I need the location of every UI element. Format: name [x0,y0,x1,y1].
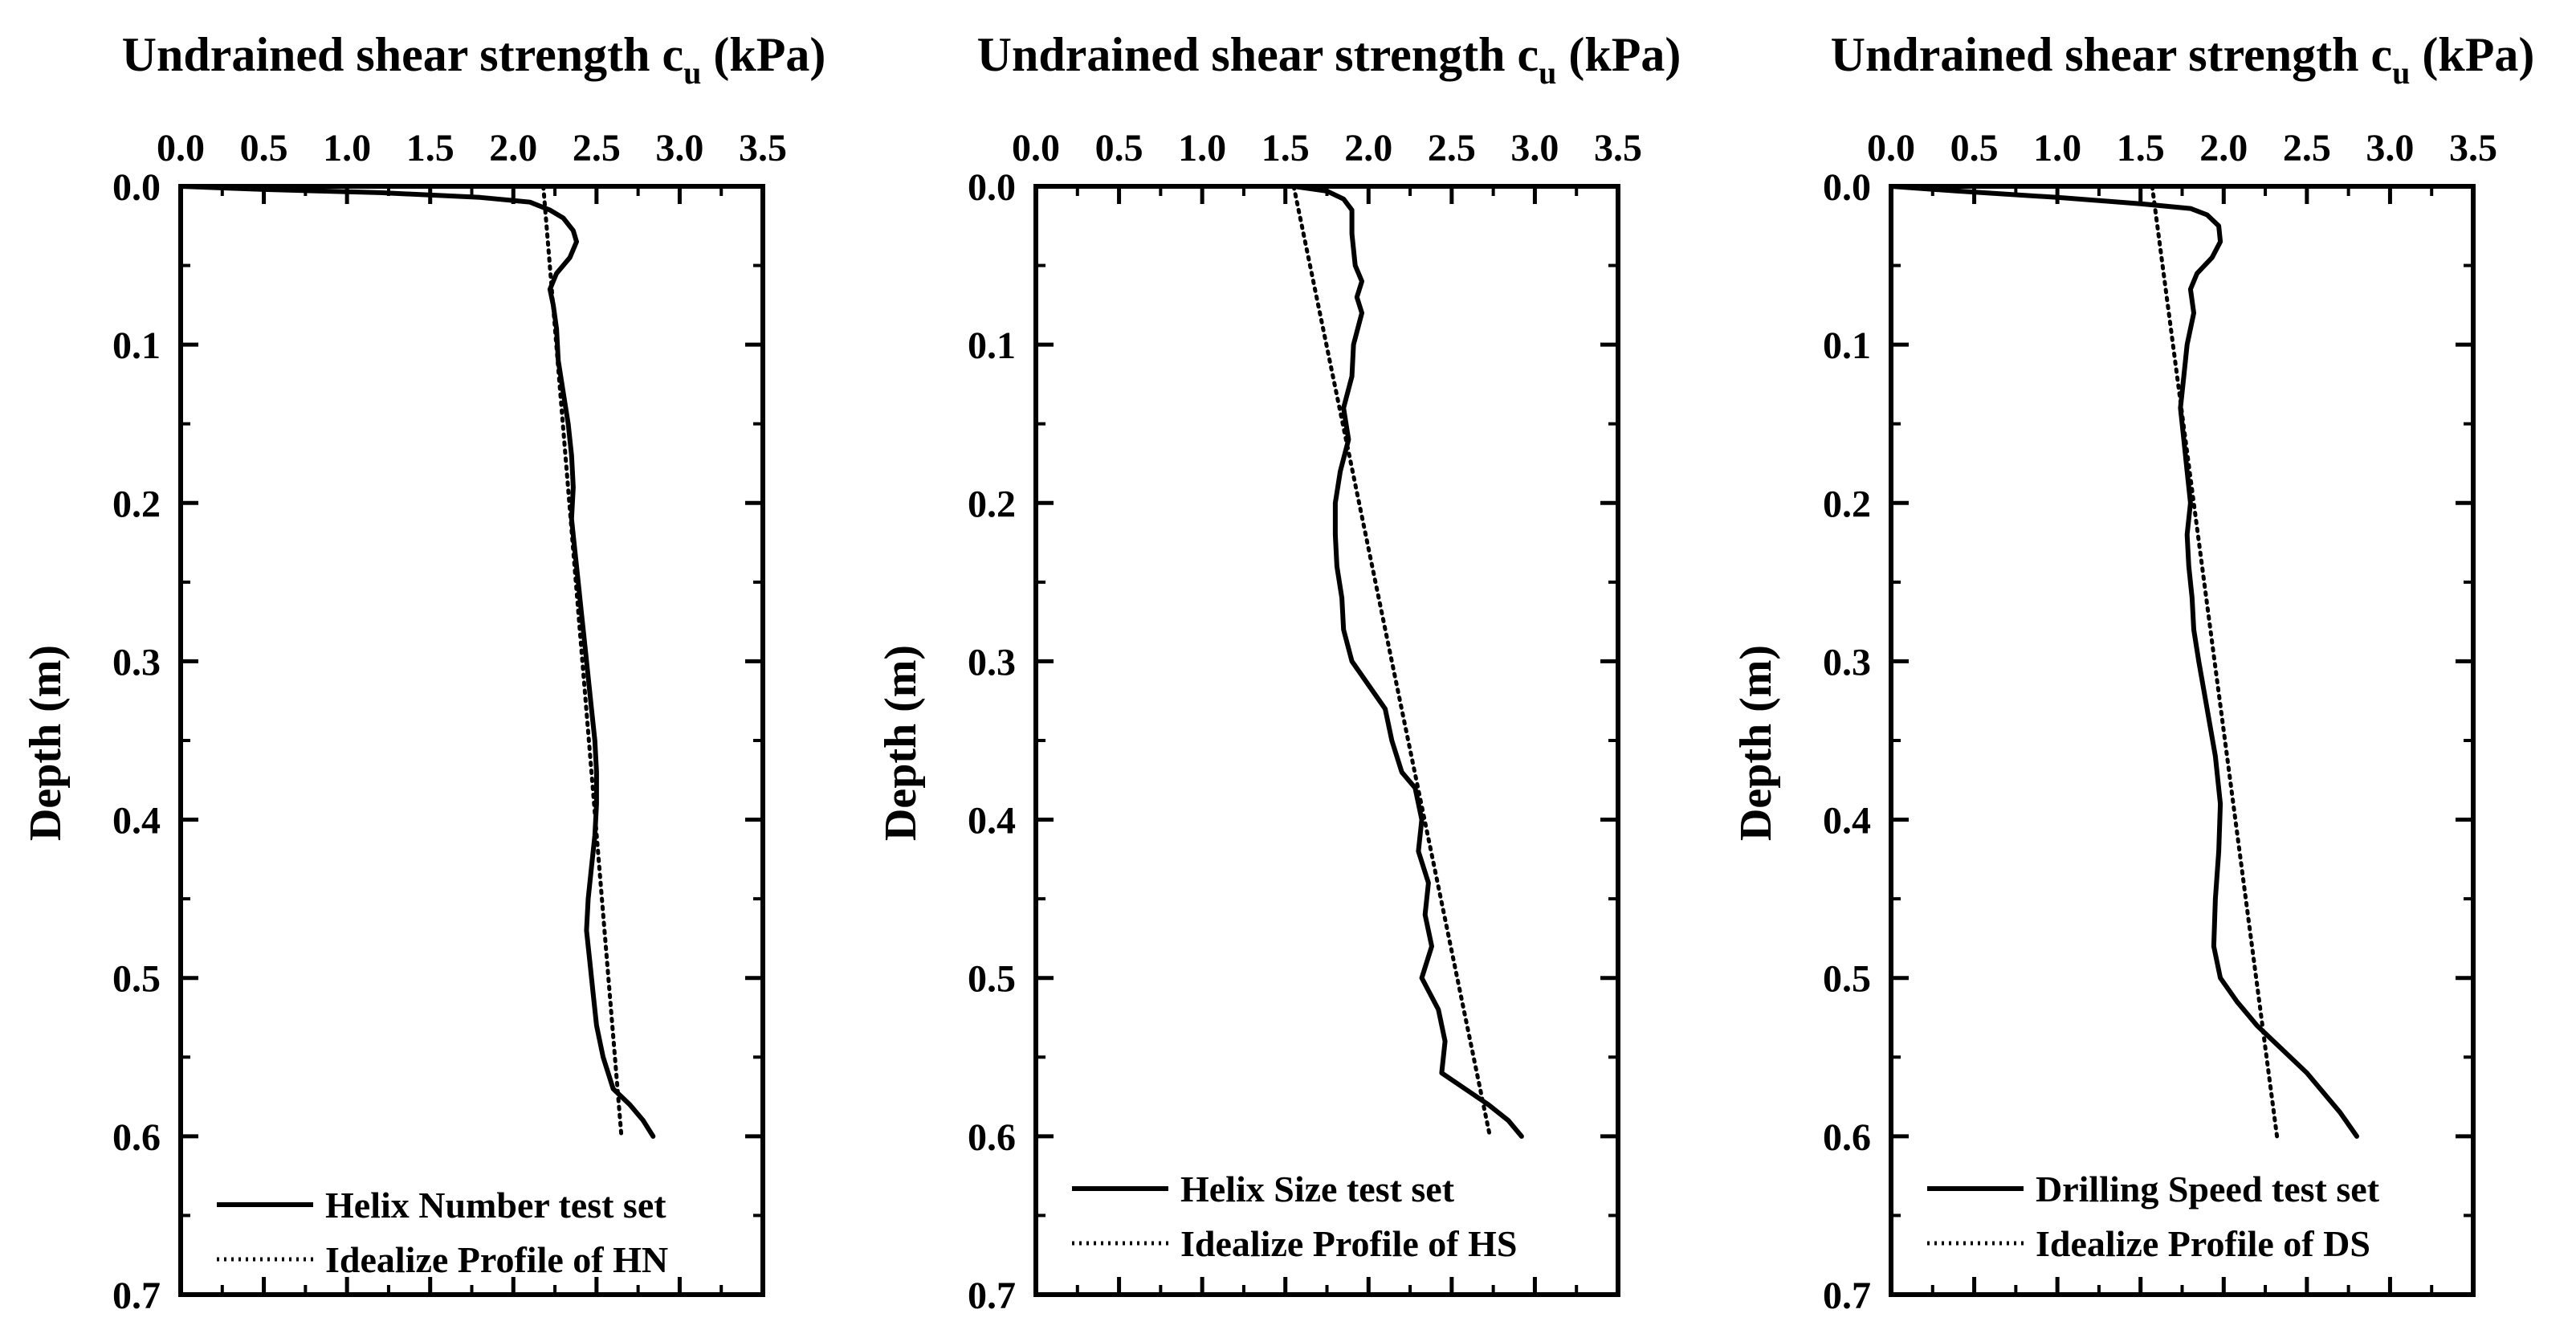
x-tick-label: 2.5 [573,127,621,169]
x-tick-label: 0.5 [1095,127,1143,169]
y-tick-label: 0.6 [1823,1116,1871,1159]
series-line-helix-size-test-set [1291,184,1524,1139]
y-tick-label: 0.7 [968,1275,1016,1317]
chart-title: Undrained shear strength cu (kPa) [1831,28,2535,91]
chart-title: Undrained shear strength cu (kPa) [977,28,1681,91]
y-axis-label: Depth (m) [876,645,926,841]
plot-frame [1889,184,2476,1297]
series-line-idealize-profile-of-hs [1291,184,1492,1139]
x-tick-label: 1.5 [406,127,454,169]
x-tick-label: 0.0 [157,127,205,169]
y-axis-label: Depth (m) [1731,645,1781,841]
plot-frame [178,184,765,1297]
x-tick-label: 3.0 [1510,127,1559,169]
series-layer [1291,184,1524,1139]
y-tick-label: 0.3 [968,641,1016,683]
x-tick-label: 0.0 [1012,127,1060,169]
x-tick-label: 3.5 [1594,127,1642,169]
y-tick-label: 0.0 [1823,166,1871,209]
plot-frame [1033,184,1620,1297]
x-axis: 0.0 0.5 1.0 1.5 2.0 2.5 3.0 3.5 [157,127,787,1295]
series-line-idealize-profile-of-ds [2150,184,2280,1139]
y-tick-label: 0.5 [1823,958,1871,1001]
y-tick-label: 0.2 [1823,483,1871,525]
x-tick-label: 1.5 [1262,127,1310,169]
legend-label-helix-number-test-set: Helix Number test set [325,1185,666,1226]
x-tick-label: 2.5 [1428,127,1476,169]
series-line-drilling-speed-test-set [1889,184,2359,1139]
x-tick-label: 0.5 [240,127,288,169]
legend-label-idealize-profile-ds: Idealize Profile of DS [2036,1223,2370,1264]
y-tick-label: 0.3 [1823,641,1871,683]
series-layer [178,184,656,1139]
y-tick-label: 0.4 [968,800,1016,842]
x-tick-label: 2.0 [2199,127,2248,169]
legend: Helix Size test set Idealize Profile of … [1072,1169,1517,1264]
x-tick-label: 1.0 [1178,127,1226,169]
x-tick-label: 3.0 [655,127,703,169]
chart-panel-helix-size: Undrained shear strength cu (kPa) 0.0 0.5… [876,28,1681,1317]
x-tick-label: 2.0 [1344,127,1392,169]
y-tick-label: 0.4 [112,800,161,842]
legend: Helix Number test set Idealize Profile o… [217,1185,668,1280]
legend-label-drilling-speed-test-set: Drilling Speed test set [2036,1169,2380,1209]
x-axis: 0.0 0.5 1.0 1.5 2.0 2.5 3.0 3.5 [1867,127,2497,1295]
y-tick-label: 0.4 [1823,800,1871,842]
y-tick-label: 0.7 [1823,1275,1871,1317]
y-tick-label: 0.5 [112,958,161,1001]
series-line-idealize-profile-of-hn [541,184,624,1139]
x-tick-label: 2.0 [489,127,537,169]
x-tick-label: 1.0 [323,127,371,169]
x-tick-label: 3.0 [2366,127,2414,169]
y-axis: 0.0 0.1 0.2 0.3 0.4 0.5 0.6 0.7 [112,166,763,1317]
y-axis-label: Depth (m) [21,645,71,841]
legend-label-idealize-profile-hn: Idealize Profile of HN [325,1239,668,1280]
y-tick-label: 0.1 [1823,324,1871,367]
x-tick-label: 2.5 [2283,127,2331,169]
y-tick-label: 0.7 [112,1275,161,1317]
x-tick-label: 1.5 [2117,127,2165,169]
x-tick-label: 3.5 [739,127,787,169]
y-tick-label: 0.3 [112,641,161,683]
legend: Drilling Speed test set Idealize Profile… [1927,1169,2380,1264]
y-tick-label: 0.6 [112,1116,161,1159]
y-tick-label: 0.1 [968,324,1016,367]
y-tick-label: 0.0 [968,166,1016,209]
series-line-helix-number-test-set [178,184,656,1139]
x-tick-label: 0.5 [1950,127,1999,169]
y-tick-label: 0.0 [112,166,161,209]
y-tick-label: 0.2 [968,483,1016,525]
x-tick-label: 1.0 [2033,127,2081,169]
x-tick-label: 0.0 [1867,127,1915,169]
legend-label-helix-size-test-set: Helix Size test set [1180,1169,1455,1209]
legend-label-idealize-profile-hs: Idealize Profile of HS [1180,1223,1517,1264]
y-axis: 0.0 0.1 0.2 0.3 0.4 0.5 0.6 0.7 [1823,166,2473,1317]
y-tick-label: 0.6 [968,1116,1016,1159]
y-tick-label: 0.5 [968,958,1016,1001]
chart-panel-helix-number: Undrained shear strength cu (kPa) 0.0 0.5… [21,28,825,1317]
chart-title: Undrained shear strength cu (kPa) [122,28,826,91]
series-layer [1889,184,2359,1139]
x-tick-label: 3.5 [2449,127,2497,169]
chart-panel-drilling-speed: Undrained shear strength cu (kPa) 0.0 0.5… [1731,28,2534,1317]
y-axis: 0.0 0.1 0.2 0.3 0.4 0.5 0.6 0.7 [968,166,1618,1317]
y-tick-label: 0.2 [112,483,161,525]
y-tick-label: 0.1 [112,324,161,367]
